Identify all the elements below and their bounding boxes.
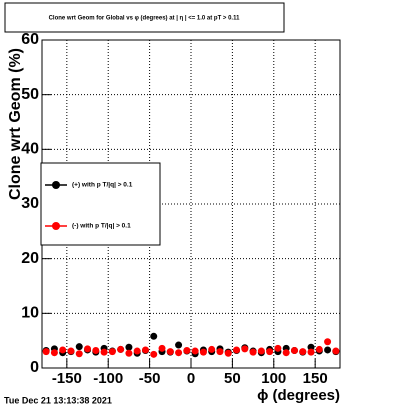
legend-box xyxy=(40,162,161,246)
data-point xyxy=(92,347,100,355)
data-point xyxy=(75,343,83,351)
legend-label: (-) with p T/|q| > 0.1 xyxy=(72,223,131,230)
y-axis-label: Clone wrt Geom (%) xyxy=(7,48,24,200)
x-tick-label: 50 xyxy=(224,370,241,387)
data-point xyxy=(75,350,83,358)
data-point xyxy=(324,338,332,346)
data-point xyxy=(191,347,199,355)
data-point xyxy=(257,347,265,355)
data-point xyxy=(183,347,191,355)
data-point xyxy=(117,345,125,353)
data-point xyxy=(175,349,183,357)
data-point xyxy=(100,348,108,356)
data-point xyxy=(166,348,174,356)
data-point xyxy=(307,348,315,356)
x-tick-label: 150 xyxy=(303,370,328,387)
data-point xyxy=(233,346,241,354)
data-point xyxy=(208,345,216,353)
data-point xyxy=(59,346,67,354)
title-box xyxy=(4,2,285,33)
data-point xyxy=(108,348,116,356)
x-tick-label: 100 xyxy=(261,370,286,387)
data-point xyxy=(290,347,298,355)
legend-label: (+) with p T/|q| > 0.1 xyxy=(72,182,133,189)
data-point xyxy=(133,347,141,355)
data-point xyxy=(84,345,92,353)
x-tick-label: -100 xyxy=(93,370,123,387)
y-tick-label: 0 xyxy=(30,359,39,376)
x-tick-label: -150 xyxy=(52,370,82,387)
data-point xyxy=(324,346,332,354)
y-tick-label: 20 xyxy=(21,250,39,267)
data-point xyxy=(158,344,166,352)
y-tick-label: 10 xyxy=(21,305,39,322)
data-point xyxy=(249,348,257,356)
legend-marker xyxy=(52,222,60,230)
x-tick-label: -50 xyxy=(139,370,161,387)
data-point xyxy=(266,348,274,356)
y-tick-label: 60 xyxy=(21,31,39,48)
chart-title: Clone wrt Geom for Global vs φ (degrees)… xyxy=(49,16,241,22)
data-point xyxy=(175,341,183,349)
legend-marker xyxy=(52,181,60,189)
data-point xyxy=(216,348,224,356)
y-tick-label: 40 xyxy=(21,141,39,158)
data-point xyxy=(199,348,207,356)
data-point xyxy=(125,343,133,351)
data-point xyxy=(274,344,282,352)
data-point xyxy=(125,349,133,357)
timestamp: Tue Dec 21 13:13:38 2021 xyxy=(4,395,112,405)
data-point xyxy=(282,349,290,357)
x-axis-label: ϕ (degrees) xyxy=(257,387,340,404)
y-tick-label: 30 xyxy=(21,195,39,212)
data-point xyxy=(332,347,340,355)
data-point xyxy=(67,347,75,355)
data-point xyxy=(307,343,315,351)
plot: 0 10 20 30 40 50 60 -150 -100 -50 0 50 100 150 xyxy=(21,31,340,387)
y-tick-label: 50 xyxy=(21,86,39,103)
data-point xyxy=(42,348,50,356)
data-point xyxy=(299,348,307,356)
x-tick-label: 0 xyxy=(187,370,195,387)
data-point xyxy=(150,350,158,358)
data-point xyxy=(150,332,158,340)
data-point xyxy=(241,345,249,353)
data-point xyxy=(141,346,149,354)
data-point xyxy=(50,349,58,357)
data-point xyxy=(224,349,232,357)
data-point xyxy=(315,345,323,353)
